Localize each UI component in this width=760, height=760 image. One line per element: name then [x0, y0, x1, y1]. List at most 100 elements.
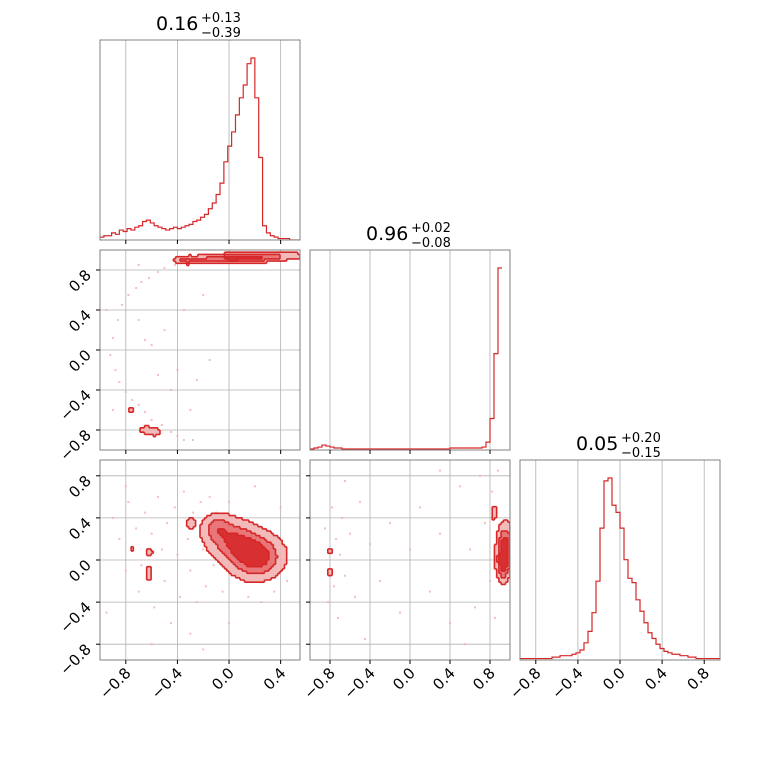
scatter-point	[163, 580, 166, 583]
title-minus-error: −0.39	[201, 26, 241, 41]
scatter-point	[474, 606, 476, 609]
y-tick-label: 0.8	[65, 472, 95, 502]
histogram-panel-1: 0.16 +0.13−0.39	[99, 11, 301, 244]
scatter-point	[208, 359, 211, 361]
histogram-title-3: 0.05 +0.20−0.15	[576, 431, 661, 461]
scatter-point	[111, 516, 114, 519]
contour-level-middle-outline	[208, 519, 279, 575]
scatter-point	[189, 632, 192, 635]
scatter-point	[354, 595, 356, 598]
scatter-point	[118, 537, 121, 540]
scatter-point	[339, 553, 341, 556]
scatter-point	[389, 522, 391, 525]
scatter-point	[399, 611, 401, 614]
scatter-point	[153, 606, 156, 609]
contour-level-outer-outline	[326, 505, 510, 586]
scatter-point	[157, 271, 160, 273]
scatter-point	[331, 506, 333, 509]
contour-level-inner-outline	[498, 536, 509, 572]
x-tick-label: 0.0	[208, 664, 238, 694]
histogram-title-2: 0.96 +0.02−0.08	[366, 221, 451, 251]
scatter-point	[127, 294, 130, 296]
x-tick-label: −0.8	[300, 664, 338, 702]
scatter-point	[105, 309, 108, 311]
scatter-point	[228, 501, 231, 504]
y-tick-label: −0.8	[56, 426, 94, 464]
scatter-point	[324, 527, 326, 530]
histogram-title-1: 0.16 +0.13−0.39	[156, 11, 241, 41]
scatter-point	[195, 379, 198, 381]
scatter-point	[364, 637, 366, 640]
x-tick-label: 0.8	[683, 664, 713, 694]
scatter-point	[191, 439, 194, 441]
y-tick-label: 0.8	[65, 266, 95, 296]
y-tick-label: 0.0	[65, 556, 95, 586]
title-plus-error: +0.13	[201, 11, 241, 26]
y-tick-label: −0.8	[56, 640, 94, 678]
scatter-point	[491, 490, 493, 493]
scatter-point	[497, 469, 499, 472]
histogram-panel-2: 0.96 +0.02−0.08	[309, 221, 511, 454]
scatter-point	[228, 622, 231, 625]
scatter-point	[173, 264, 176, 266]
x-tick-label: −0.8	[96, 664, 134, 702]
scatter-point	[349, 532, 351, 535]
x-tick-label: −0.4	[340, 664, 378, 702]
scatter-point	[253, 485, 256, 488]
scatter-point	[163, 329, 166, 331]
histogram-line-1	[100, 57, 300, 240]
x-tick-label: −0.8	[506, 664, 544, 702]
scatter-point	[117, 319, 120, 321]
scatter-point	[344, 574, 346, 577]
title-minus-error: −0.15	[621, 446, 661, 461]
scatter-point	[273, 590, 276, 593]
contour-level-outer-outline	[128, 251, 300, 438]
scatter-point	[120, 304, 123, 306]
scatter-point	[176, 435, 179, 437]
x-tick-label: −0.4	[148, 664, 186, 702]
scatter-point	[337, 616, 339, 619]
scatter-point	[150, 532, 153, 535]
histogram-line-3	[520, 477, 720, 660]
density-content	[324, 469, 510, 646]
scatter-point	[182, 490, 185, 493]
scatter-point	[140, 281, 143, 283]
scatter-point	[189, 569, 192, 572]
scatter-point	[109, 354, 112, 356]
scatter-point	[131, 399, 134, 401]
density-panel-2-3: −0.8 −0.4 0.0 0.4 0.8	[300, 459, 511, 703]
scatter-point	[157, 495, 160, 498]
scatter-point	[111, 337, 114, 339]
x-tick-label: 0.0	[389, 664, 419, 694]
scatter-point	[124, 391, 127, 393]
title-plus-error: +0.20	[621, 431, 661, 446]
density-content	[105, 485, 289, 651]
scatter-point	[459, 485, 461, 488]
scatter-point	[182, 309, 185, 311]
scatter-point	[160, 424, 163, 426]
histogram-panel-3: −0.8 −0.4 0.0 0.4 0.8 0.05 +0.20−0.15	[506, 431, 721, 703]
scatter-point	[344, 480, 346, 483]
density-panel-1-2: −0.8−0.4 0.0 0.4 0.8	[56, 249, 301, 465]
scatter-point	[195, 601, 198, 604]
scatter-point	[260, 601, 263, 604]
scatter-point	[166, 522, 169, 525]
scatter-point	[169, 389, 172, 391]
scatter-point	[137, 590, 140, 593]
scatter-point	[247, 595, 250, 598]
scatter-point	[144, 411, 147, 413]
x-tick-label: 0.0	[599, 664, 629, 694]
scatter-point	[114, 369, 117, 371]
y-tick-label: −0.4	[56, 598, 94, 636]
scatter-point	[469, 548, 471, 551]
title-median: 0.05	[576, 433, 618, 455]
scatter-point	[163, 267, 166, 269]
scatter-point	[341, 516, 343, 519]
scatter-point	[449, 622, 451, 625]
density-content	[105, 251, 300, 441]
scatter-point	[359, 501, 361, 504]
scatter-point	[169, 622, 172, 625]
histogram-frame-1	[99, 39, 301, 241]
scatter-point	[140, 564, 143, 567]
